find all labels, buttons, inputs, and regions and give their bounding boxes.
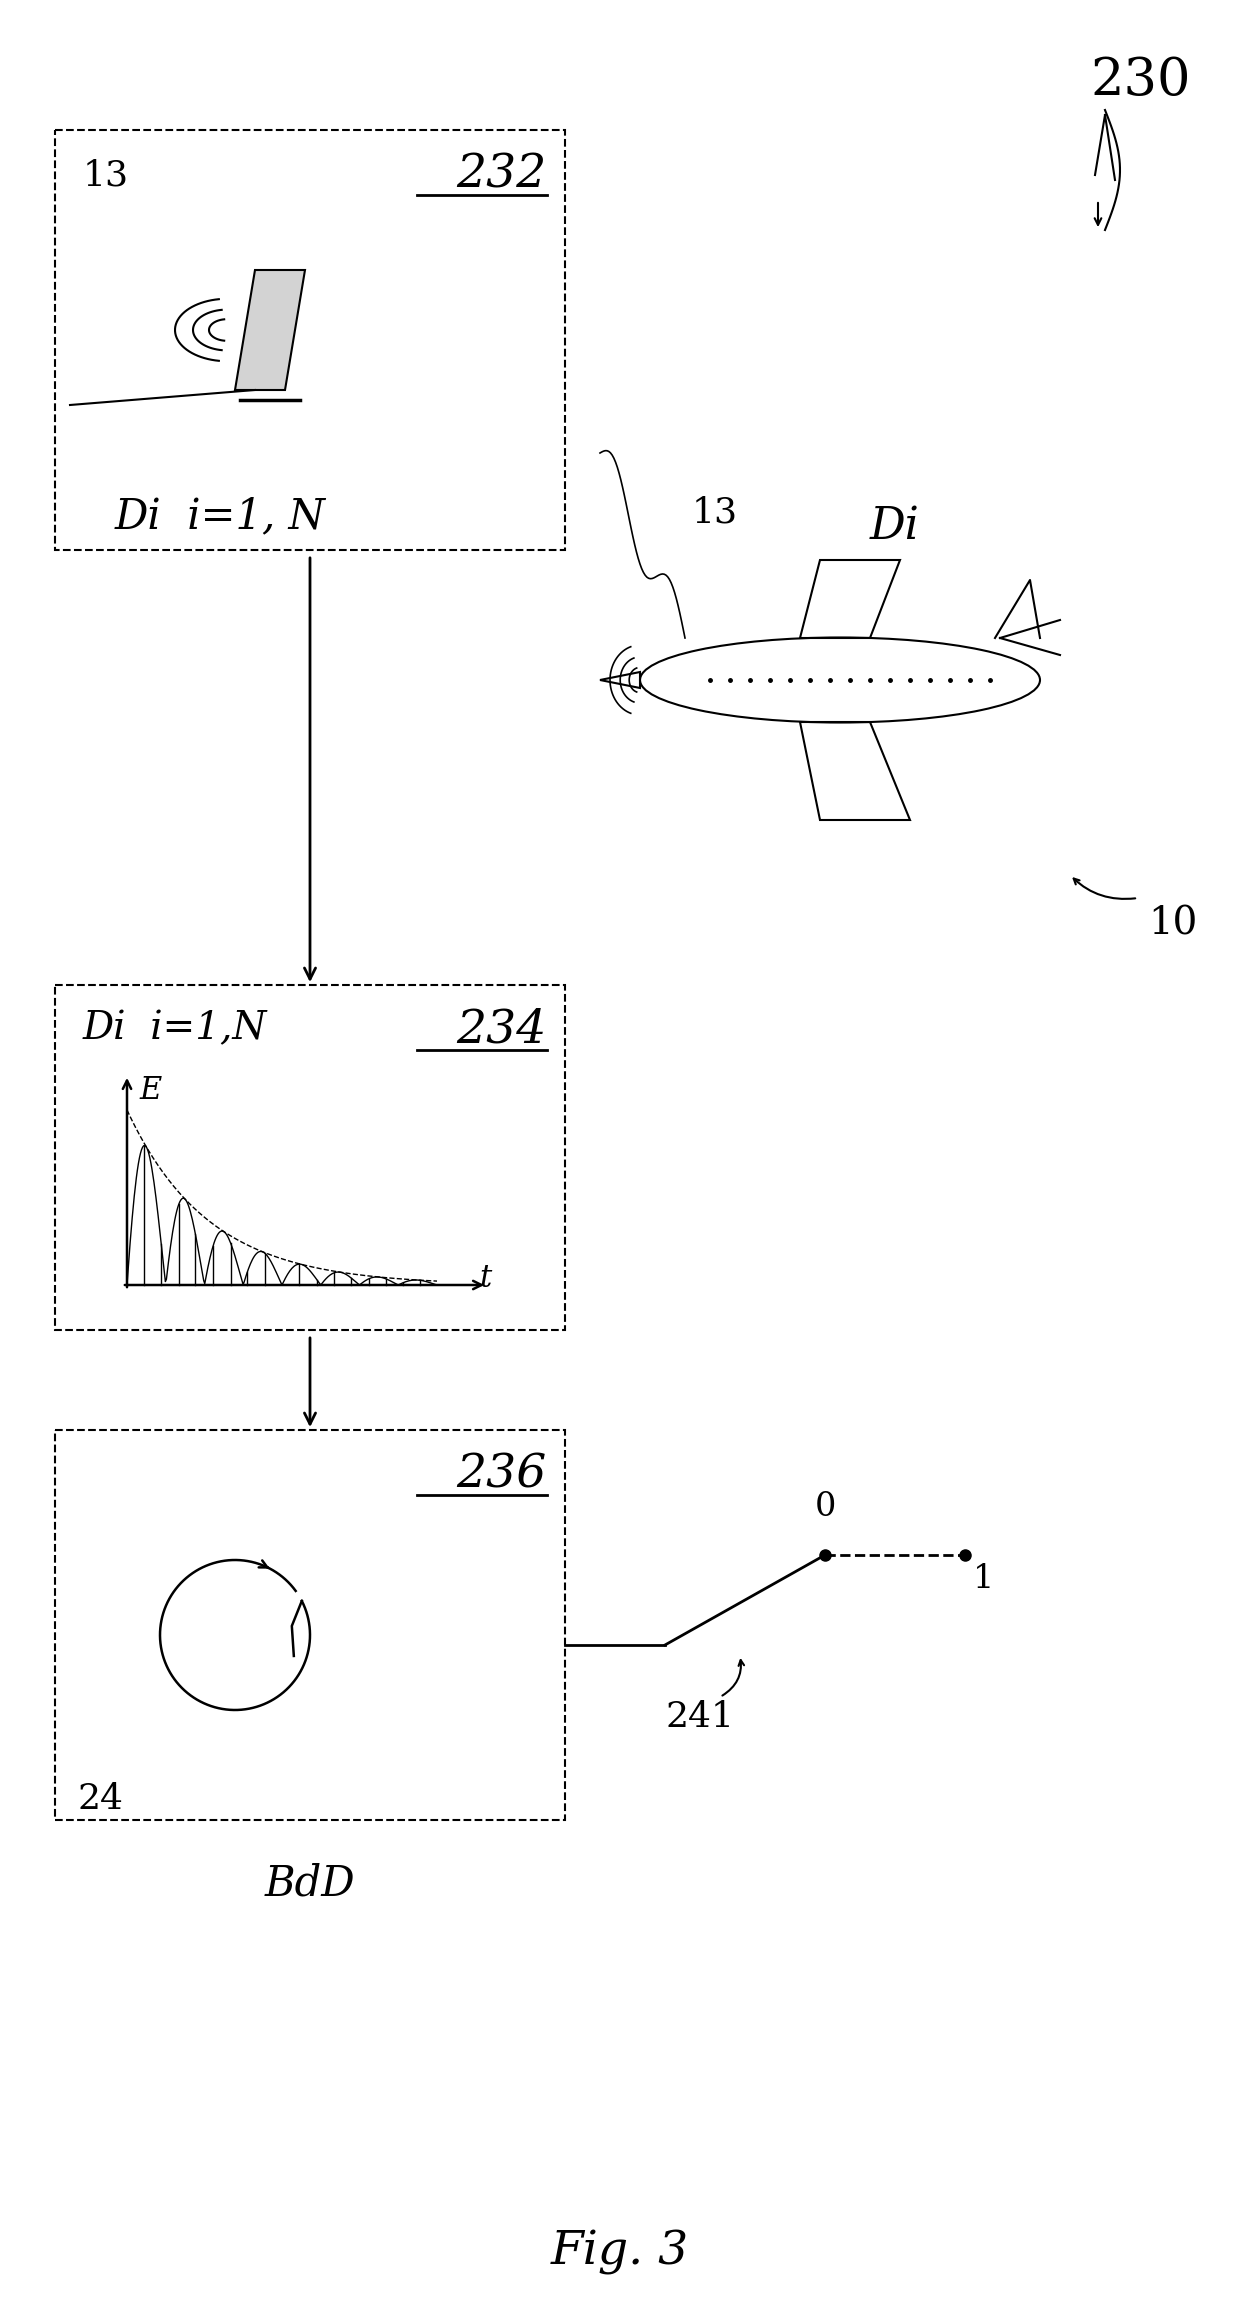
Text: E: E bbox=[139, 1076, 161, 1106]
Text: Fig. 3: Fig. 3 bbox=[551, 2231, 689, 2275]
Text: t: t bbox=[479, 1262, 491, 1294]
Text: Di: Di bbox=[870, 504, 920, 548]
Text: 234: 234 bbox=[456, 1006, 547, 1053]
Text: BdD: BdD bbox=[264, 1862, 356, 1903]
Text: 13: 13 bbox=[692, 495, 738, 530]
Text: Di  i=1,N: Di i=1,N bbox=[83, 1011, 268, 1048]
Text: 13: 13 bbox=[83, 158, 129, 193]
Text: 0: 0 bbox=[815, 1492, 836, 1522]
Text: Di  i=1, N: Di i=1, N bbox=[115, 495, 326, 537]
Text: 24: 24 bbox=[77, 1783, 123, 1815]
Text: 232: 232 bbox=[456, 151, 547, 198]
Text: 236: 236 bbox=[456, 1452, 547, 1497]
Polygon shape bbox=[236, 270, 305, 390]
Text: 241: 241 bbox=[666, 1699, 734, 1734]
Text: 230: 230 bbox=[1090, 56, 1190, 107]
Text: 1: 1 bbox=[973, 1564, 994, 1594]
Text: 10: 10 bbox=[1148, 904, 1198, 941]
